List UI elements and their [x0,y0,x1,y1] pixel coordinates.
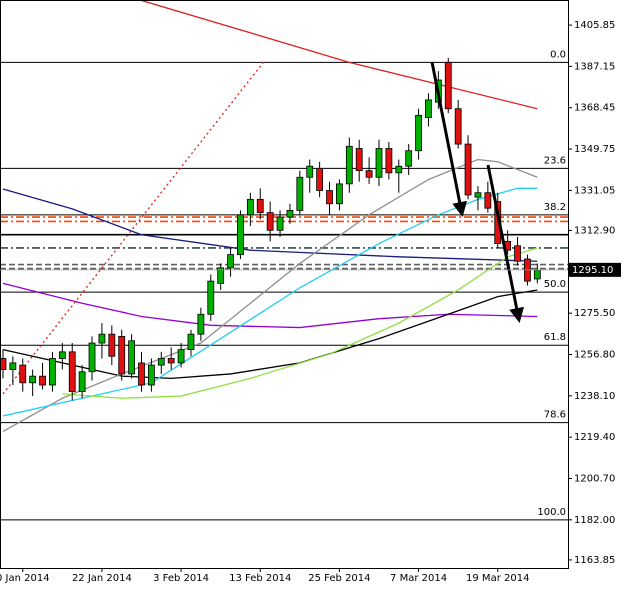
candle-body [49,358,56,386]
candle-body [395,165,403,174]
candle-body [365,170,373,178]
candle-body [157,358,165,366]
candle-body [266,212,274,231]
candle-body [316,168,324,191]
candle-body [227,254,234,269]
fib-label: 100.0 [537,507,566,518]
overlay-line [2,282,538,329]
y-tick-label: 1200.70 [574,473,615,484]
candle-body [207,280,215,315]
candle-body [464,143,472,196]
y-tick-label: 1256.80 [574,350,615,361]
y-tick-label: 1163.85 [574,555,615,566]
overlay-line [141,0,538,110]
candle-body [88,342,96,373]
overlay-line [2,158,538,432]
candle-body [167,358,175,364]
overlay-line [62,247,538,399]
overlay-line [2,188,538,262]
fib-label: 23.6 [544,155,566,166]
annotation-arrow [430,61,468,217]
candle-body [256,198,264,214]
candle-body [187,333,195,351]
candle-body [296,176,304,211]
candle-body [345,145,353,185]
y-tick-label: 1312.90 [574,226,615,237]
y-tick-label: 1275.50 [574,308,615,319]
candle-body [514,245,521,262]
candle-body [375,148,383,178]
candle-body [326,190,333,205]
candle-body [474,192,482,198]
candle-body [98,333,106,344]
candle-body [29,375,37,384]
plot-frame [0,0,569,569]
x-tick-label: 22 Jan 2014 [72,573,132,584]
candle-body [484,192,492,209]
y-tick-label: 1331.05 [574,185,615,196]
fib-label: 0.0 [550,49,566,60]
candle-body [405,150,413,167]
x-tick-label: 7 Mar 2014 [390,573,447,584]
candle-body [246,198,254,216]
fib-label: 50.0 [544,279,566,290]
candle-body [217,267,225,284]
candle-body [138,362,145,386]
candle-body [58,351,66,359]
candle-body [78,371,86,393]
last-price-label: 1295.10 [572,265,613,276]
plot-area: 0.0 23.6 38.2 50.0 61.8 78.6 100.0 [0,0,568,521]
candle-body [39,375,46,386]
candle-body [118,335,126,375]
candle-body [0,358,7,370]
candle-body [336,183,343,205]
y-tick-label: 1349.75 [574,144,615,155]
candle-body [425,99,432,118]
candle-body [108,333,116,357]
candle-body [355,148,363,172]
candle-body [533,269,541,280]
candle-body [19,364,27,384]
y-tick-label: 1238.10 [574,391,615,402]
y-tick-label: 1219.40 [574,432,615,443]
y-tick-label: 1368.45 [574,103,615,114]
x-tick-label: 13 Feb 2014 [229,573,291,584]
candle-body [276,216,284,231]
candle-body [237,214,244,256]
annotation-arrow [486,164,525,323]
candle-body [306,165,314,178]
candle-body [415,114,422,152]
candle-body [9,362,17,370]
candle-body [177,349,185,364]
candle-body [128,340,136,375]
last-price-box [569,262,621,277]
fib-label: 38.2 [544,202,566,213]
candle-body [385,148,393,174]
overlay-line [2,59,266,395]
candle-body [286,210,294,218]
x-tick-label: 3 Feb 2014 [153,573,209,584]
y-tick-label: 1387.15 [574,61,615,72]
candle-body [197,313,205,335]
x-tick-label: 25 Feb 2014 [308,573,370,584]
candle-body [454,108,462,145]
y-tick-label: 1182.00 [574,515,615,526]
candle-body [68,351,76,393]
candle-body [444,61,452,110]
x-tick-label: 19 Mar 2014 [466,573,529,584]
y-tick-label: 1405.85 [574,20,615,31]
candle-body [148,364,155,386]
fib-label: 61.8 [544,332,566,343]
fib-label: 78.6 [544,410,566,421]
x-tick-label: 0 Jan 2014 [0,573,50,584]
